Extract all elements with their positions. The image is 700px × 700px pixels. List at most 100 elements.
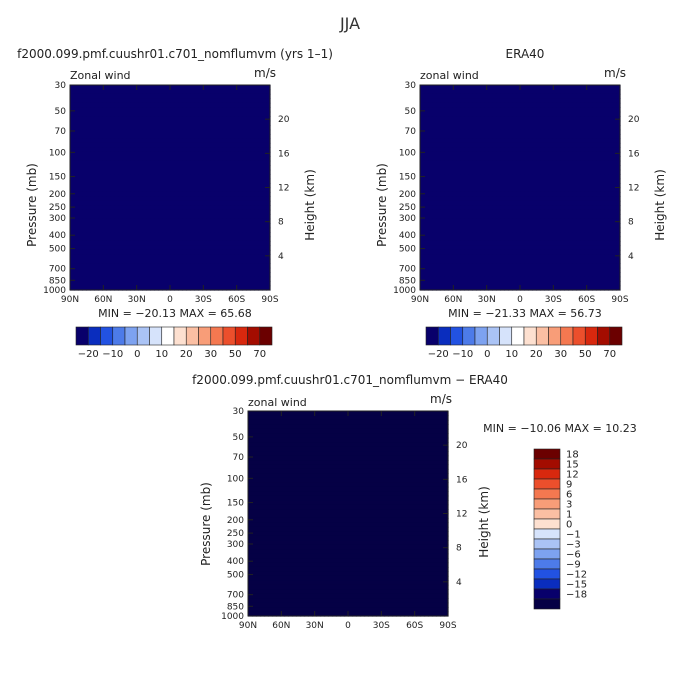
contour-cell xyxy=(496,281,501,287)
contour-cell xyxy=(580,160,585,166)
contour-cell xyxy=(102,209,107,215)
contour-cell xyxy=(480,223,485,229)
contour-cell xyxy=(194,276,199,282)
contour-cell xyxy=(110,111,115,117)
contour-cell xyxy=(612,138,617,144)
contour-cell xyxy=(266,129,271,135)
contour-cell xyxy=(428,191,433,198)
contour-cell xyxy=(146,214,151,220)
contour-cell xyxy=(512,120,517,126)
contour-cell xyxy=(166,263,171,269)
contour-cell xyxy=(484,98,489,104)
difference-zonal-wind-panel: f2000.099.pmf.cuushr01.c701_nomflumvm − … xyxy=(192,373,637,631)
contour-cell xyxy=(540,218,545,224)
contour-cell xyxy=(230,120,235,126)
contour-cell xyxy=(492,249,497,255)
contour-cell xyxy=(166,98,171,104)
contour-cell xyxy=(552,281,557,287)
contour-cell xyxy=(584,223,589,229)
contour-cell xyxy=(420,254,425,260)
contour-cell xyxy=(488,142,493,148)
contour-cell xyxy=(476,196,481,202)
contour-cell xyxy=(484,214,489,220)
contour-cell xyxy=(444,107,449,113)
contour-cell xyxy=(130,142,135,148)
contour-cell xyxy=(556,218,561,224)
contour-cell xyxy=(202,120,207,126)
contour-cell xyxy=(440,138,445,144)
contour-cell xyxy=(178,214,183,220)
x-tick-label: 60S xyxy=(578,295,595,305)
contour-cell xyxy=(154,187,159,193)
contour-cell xyxy=(198,138,203,144)
contour-cell xyxy=(218,151,223,157)
contour-cell xyxy=(436,102,441,108)
contour-cell xyxy=(170,142,175,148)
contour-cell xyxy=(444,205,449,211)
contour-cell xyxy=(600,187,605,193)
contour-cell xyxy=(492,129,497,135)
contour-cell xyxy=(226,142,231,148)
contour-cell xyxy=(580,98,585,104)
contour-cell xyxy=(234,142,239,148)
contour-cell xyxy=(154,245,159,251)
contour-cell xyxy=(246,218,251,224)
contour-cell xyxy=(70,147,75,153)
contour-cell xyxy=(190,120,195,126)
contour-cell xyxy=(198,205,203,211)
contour-cell xyxy=(540,276,545,282)
contour-cell xyxy=(134,263,139,269)
contour-cell xyxy=(170,218,175,224)
contour-cell xyxy=(616,138,621,144)
contour-cell xyxy=(98,272,103,278)
contour-cell xyxy=(110,249,115,255)
contour-cell xyxy=(496,209,501,215)
contour-cell xyxy=(198,147,203,153)
contour-cell xyxy=(202,138,207,144)
contour-cell xyxy=(468,200,473,206)
contour-cell xyxy=(492,245,497,251)
contour-cell xyxy=(512,196,517,202)
contour-cell xyxy=(344,424,349,430)
contour-cell xyxy=(82,174,87,180)
contour-cell xyxy=(94,85,99,91)
contour-cell xyxy=(106,134,111,140)
contour-cell xyxy=(250,174,255,180)
contour-cell xyxy=(616,281,621,287)
contour-cell xyxy=(612,156,617,162)
contour-cell xyxy=(222,187,227,193)
contour-cell xyxy=(584,111,589,117)
contour-cell xyxy=(540,187,545,193)
contour-cell xyxy=(324,424,329,430)
contour-cell xyxy=(134,218,139,224)
contour-cell xyxy=(448,245,453,251)
contour-cell xyxy=(536,120,541,126)
contour-cell xyxy=(86,285,91,291)
contour-cell xyxy=(568,183,573,189)
contour-cell xyxy=(166,85,171,91)
contour-cell xyxy=(600,156,605,162)
contour-cell xyxy=(150,111,155,117)
contour-cell xyxy=(262,276,267,282)
contour-cell xyxy=(250,227,255,233)
contour-cell xyxy=(484,102,489,108)
contour-cell xyxy=(90,205,95,211)
contour-cell xyxy=(392,419,397,425)
contour-cell xyxy=(608,134,613,140)
contour-cell xyxy=(266,111,271,117)
contour-cell xyxy=(182,187,187,193)
contour-cell xyxy=(572,165,577,171)
contour-cell xyxy=(218,156,223,162)
contour-cell xyxy=(238,89,243,95)
contour-cell xyxy=(214,187,219,193)
contour-cell xyxy=(596,151,601,157)
contour-cell xyxy=(134,147,139,153)
contour-cell xyxy=(444,424,449,430)
contour-cell xyxy=(588,120,593,126)
contour-cell xyxy=(496,218,501,224)
contour-cell xyxy=(532,263,537,269)
contour-cell xyxy=(572,129,577,135)
contour-cell xyxy=(118,200,123,206)
contour-cell xyxy=(138,125,143,131)
contour-cell xyxy=(560,134,565,140)
